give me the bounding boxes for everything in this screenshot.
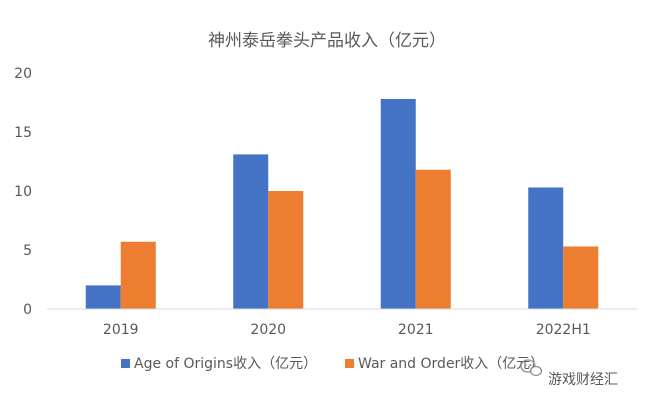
y-tick-label: 20	[14, 66, 32, 82]
legend-swatch	[121, 359, 130, 368]
y-tick-label: 5	[23, 243, 32, 259]
bar-war-and-order-2019	[120, 241, 156, 309]
legend: Age of Origins收入（亿元） War and Order收入（亿元）	[121, 356, 544, 372]
x-tick-label: 2021	[398, 322, 434, 338]
bar-war-and-order-2020	[268, 191, 304, 309]
y-tick-label: 0	[23, 302, 32, 318]
x-tick-label: 2019	[103, 322, 139, 338]
x-axis: 2019 2020 2021 2022H1	[47, 308, 637, 338]
bars	[85, 98, 599, 310]
legend-swatch	[345, 359, 354, 368]
bar-age-of-origins-2022h1	[528, 187, 564, 309]
y-tick-label: 15	[14, 125, 32, 141]
chart-title: 神州泰岳拳头产品收入（亿元）	[208, 31, 446, 51]
x-tick-label: 2020	[250, 322, 286, 338]
watermark: 游戏财经汇	[520, 359, 618, 388]
bar-age-of-origins-2021	[380, 98, 416, 310]
x-tick-label: 2022H1	[536, 322, 591, 338]
y-axis: 0 5 10 15 20	[14, 66, 32, 318]
bar-age-of-origins-2020	[233, 154, 269, 309]
bar-war-and-order-2022h1	[563, 246, 599, 309]
watermark-text: 游戏财经汇	[548, 372, 618, 388]
bar-age-of-origins-2019	[85, 285, 121, 309]
legend-label: War and Order收入（亿元）	[358, 356, 544, 372]
bar-war-and-order-2021	[415, 169, 451, 309]
wechat-icon	[520, 359, 543, 377]
y-tick-label: 10	[14, 184, 32, 200]
legend-label: Age of Origins收入（亿元）	[134, 356, 317, 372]
